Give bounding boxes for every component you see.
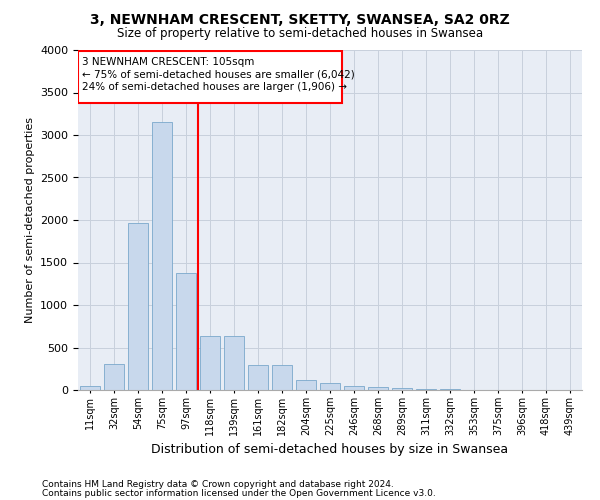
Bar — [272, 365, 292, 390]
Text: Contains public sector information licensed under the Open Government Licence v3: Contains public sector information licen… — [42, 490, 436, 498]
Bar — [104, 364, 124, 390]
Bar — [368, 388, 388, 390]
Bar — [128, 224, 148, 390]
Bar — [344, 386, 364, 390]
Bar — [200, 336, 220, 390]
Text: 3 NEWNHAM CRESCENT: 105sqm: 3 NEWNHAM CRESCENT: 105sqm — [82, 57, 254, 67]
Bar — [176, 272, 196, 390]
Bar — [224, 336, 244, 390]
Text: 24% of semi-detached houses are larger (1,906) →: 24% of semi-detached houses are larger (… — [82, 82, 347, 92]
Text: Contains HM Land Registry data © Crown copyright and database right 2024.: Contains HM Land Registry data © Crown c… — [42, 480, 394, 489]
Bar — [416, 389, 436, 390]
Bar — [248, 364, 268, 390]
Text: Size of property relative to semi-detached houses in Swansea: Size of property relative to semi-detach… — [117, 28, 483, 40]
Bar — [320, 383, 340, 390]
Y-axis label: Number of semi-detached properties: Number of semi-detached properties — [25, 117, 35, 323]
Bar — [80, 386, 100, 390]
Bar — [296, 380, 316, 390]
Bar — [392, 388, 412, 390]
Text: 3, NEWNHAM CRESCENT, SKETTY, SWANSEA, SA2 0RZ: 3, NEWNHAM CRESCENT, SKETTY, SWANSEA, SA… — [90, 12, 510, 26]
Text: ← 75% of semi-detached houses are smaller (6,042): ← 75% of semi-detached houses are smalle… — [82, 70, 355, 80]
X-axis label: Distribution of semi-detached houses by size in Swansea: Distribution of semi-detached houses by … — [151, 444, 509, 456]
Bar — [152, 122, 172, 390]
FancyBboxPatch shape — [78, 51, 342, 102]
